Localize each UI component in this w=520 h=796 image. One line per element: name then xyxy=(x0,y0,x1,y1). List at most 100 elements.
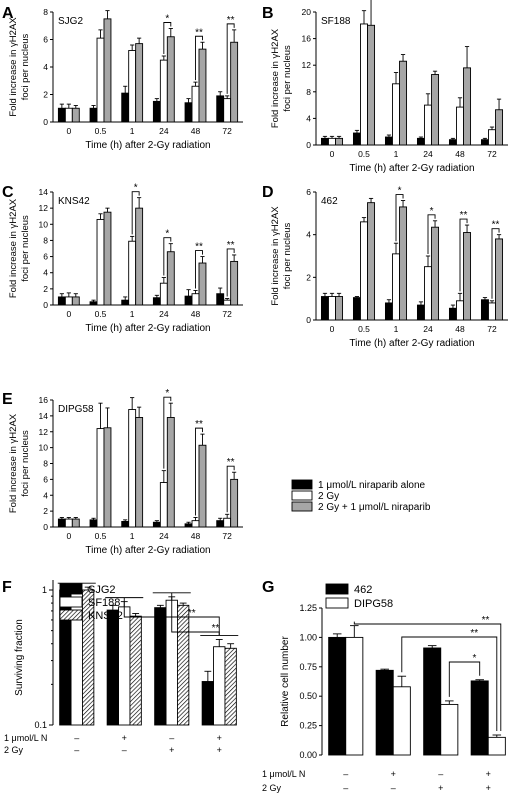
y-tick-label: 8 xyxy=(43,235,48,245)
bar xyxy=(367,24,376,146)
y-tick-label: 0 xyxy=(43,522,48,532)
bar xyxy=(416,304,425,321)
bar xyxy=(166,417,175,528)
x-axis-label: Time (h) after 2-Gy radiation xyxy=(349,163,474,174)
x-axis-label: Time (h) after 2-Gy radiation xyxy=(85,545,210,556)
bar xyxy=(480,299,489,321)
treatment-label: 2 Gy xyxy=(4,745,24,755)
bar xyxy=(488,129,496,146)
bar xyxy=(456,300,464,321)
significance-label: * xyxy=(473,653,477,664)
y-axis-label: foci per nucleus xyxy=(20,430,31,497)
bar xyxy=(495,109,504,146)
y-tick-label: 2 xyxy=(43,90,48,100)
legend-label: SF188 xyxy=(88,597,120,609)
bar xyxy=(129,615,142,726)
significance-bracket xyxy=(195,250,203,289)
x-axis-label: Time (h) after 2-Gy radiation xyxy=(85,140,210,151)
bar xyxy=(328,636,347,756)
bar xyxy=(463,232,472,321)
bar xyxy=(470,680,489,756)
treatment-value: + xyxy=(217,745,222,755)
y-tick-label: 8 xyxy=(306,87,311,97)
significance-label: * xyxy=(398,186,402,197)
significance-label: ** xyxy=(492,220,500,231)
significance-bracket xyxy=(395,194,404,242)
bar xyxy=(320,137,329,146)
bar xyxy=(198,262,207,306)
significance-bracket xyxy=(401,636,498,732)
significance-bracket xyxy=(131,191,140,235)
significance-label: * xyxy=(134,183,138,194)
significance-label: ** xyxy=(460,210,468,221)
bar xyxy=(57,296,66,306)
bar xyxy=(121,92,130,123)
legend-swatch xyxy=(325,583,349,595)
treatment-value: + xyxy=(438,783,443,793)
y-tick-label: 6 xyxy=(43,474,48,484)
bar xyxy=(198,48,207,123)
panel-letter: C xyxy=(2,184,14,201)
bar xyxy=(57,518,66,528)
x-tick-label: 1 xyxy=(130,126,135,136)
bar xyxy=(360,23,368,146)
bar xyxy=(495,238,504,321)
x-tick-label: 72 xyxy=(487,149,497,159)
y-tick-label: 4 xyxy=(43,62,48,72)
bar xyxy=(103,427,112,528)
legend-label: 2 Gy + 1 μmol/L niraparib xyxy=(318,502,431,513)
bar xyxy=(230,260,239,306)
x-tick-label: 72 xyxy=(222,309,232,319)
y-tick-label: 20 xyxy=(302,7,312,17)
y-tick-label: 12 xyxy=(302,60,312,70)
y-tick-label: 8 xyxy=(43,7,48,17)
y-tick-label: 12 xyxy=(39,427,49,437)
bar xyxy=(135,207,144,306)
bar xyxy=(191,85,200,123)
bar xyxy=(152,100,161,123)
significance-bracket xyxy=(491,228,500,299)
bar xyxy=(345,636,364,756)
bar xyxy=(463,67,472,146)
bar xyxy=(320,296,329,321)
y-tick-label: 4 xyxy=(43,490,48,500)
bar xyxy=(384,136,393,146)
bar xyxy=(488,302,496,321)
bar xyxy=(230,41,239,123)
legend-swatch xyxy=(291,501,313,512)
sample-label: SF188 xyxy=(321,16,351,27)
x-tick-label: 48 xyxy=(191,126,201,136)
bar xyxy=(223,98,232,123)
legend-label: 1 μmol/L niraparib alone xyxy=(318,480,426,491)
legend-swatch xyxy=(291,479,313,490)
significance-label: ** xyxy=(195,419,203,430)
bar xyxy=(198,444,207,528)
significance-bracket xyxy=(195,35,203,81)
x-tick-label: 0 xyxy=(66,309,71,319)
treatment-value: – xyxy=(122,745,127,755)
sample-label: 462 xyxy=(321,196,338,207)
bar xyxy=(71,518,80,528)
x-tick-label: 24 xyxy=(159,126,169,136)
y-tick-label: 1 xyxy=(42,585,47,595)
y-tick-label: 2 xyxy=(43,284,48,294)
significance-label: ** xyxy=(188,608,196,619)
bar xyxy=(159,282,168,306)
x-tick-label: 0 xyxy=(66,531,71,541)
panel-letter: E xyxy=(2,391,13,408)
x-tick-label: 48 xyxy=(191,309,201,319)
treatment-value: – xyxy=(343,783,348,793)
bar xyxy=(152,297,161,306)
bar xyxy=(367,202,376,321)
significance-bracket xyxy=(195,427,203,516)
y-tick-label: 10 xyxy=(39,443,49,453)
bar xyxy=(71,107,80,123)
bar xyxy=(184,295,193,306)
y-tick-label: 8 xyxy=(43,459,48,469)
x-tick-label: 0.5 xyxy=(95,531,107,541)
legend-swatch xyxy=(325,597,349,609)
treatment-value: + xyxy=(122,733,127,743)
